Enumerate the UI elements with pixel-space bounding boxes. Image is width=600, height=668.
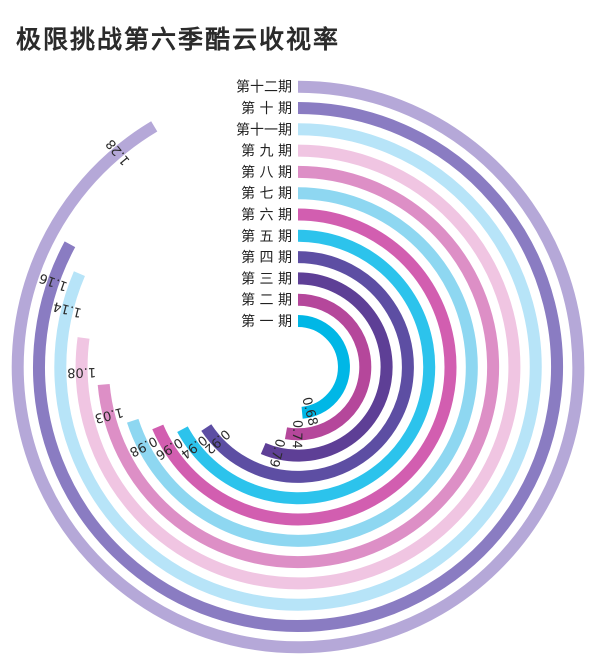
episode-label-5: 第 五 期 [241, 228, 292, 245]
ring-bar-8 [97, 165, 500, 569]
episode-label-11: 第 十 期 [241, 100, 292, 117]
value-label-8: 1.03 [93, 404, 125, 426]
value-label-9: 1.08 [67, 364, 96, 380]
ring-bar-12 [11, 80, 585, 654]
ring-bar-10 [54, 123, 542, 611]
ring-bar-9 [75, 144, 521, 590]
episode-label-4: 第 四 期 [241, 249, 292, 266]
value-label-1: 0.68 [298, 396, 320, 428]
ring-bar-11 [33, 102, 563, 632]
episode-label-8: 第 八 期 [241, 164, 292, 181]
ring-bar-5 [177, 229, 436, 505]
value-label-10: 1.14 [52, 298, 84, 320]
ring-bar-3 [260, 272, 393, 462]
episode-label-7: 第 七 期 [241, 185, 292, 202]
ring-bar-7 [127, 187, 478, 547]
ring-bar-6 [152, 208, 457, 526]
episode-label-2: 第 二 期 [241, 292, 292, 309]
episode-label-10: 第十一期 [236, 121, 292, 138]
episode-label-12: 第十二期 [236, 79, 292, 96]
ring-bar-2 [284, 293, 372, 441]
ring-bar-1 [297, 315, 350, 419]
chart-title: 极限挑战第六季酷云收视率 [16, 25, 341, 54]
value-label-3: 0.79 [266, 437, 288, 469]
episode-label-9: 第 九 期 [241, 143, 292, 160]
episode-label-6: 第 六 期 [241, 207, 292, 224]
episode-label-3: 第 三 期 [241, 270, 292, 287]
ring-bar-4 [201, 251, 414, 483]
value-label-2: 0.74 [289, 420, 305, 449]
episode-label-1: 第 一 期 [241, 313, 292, 330]
